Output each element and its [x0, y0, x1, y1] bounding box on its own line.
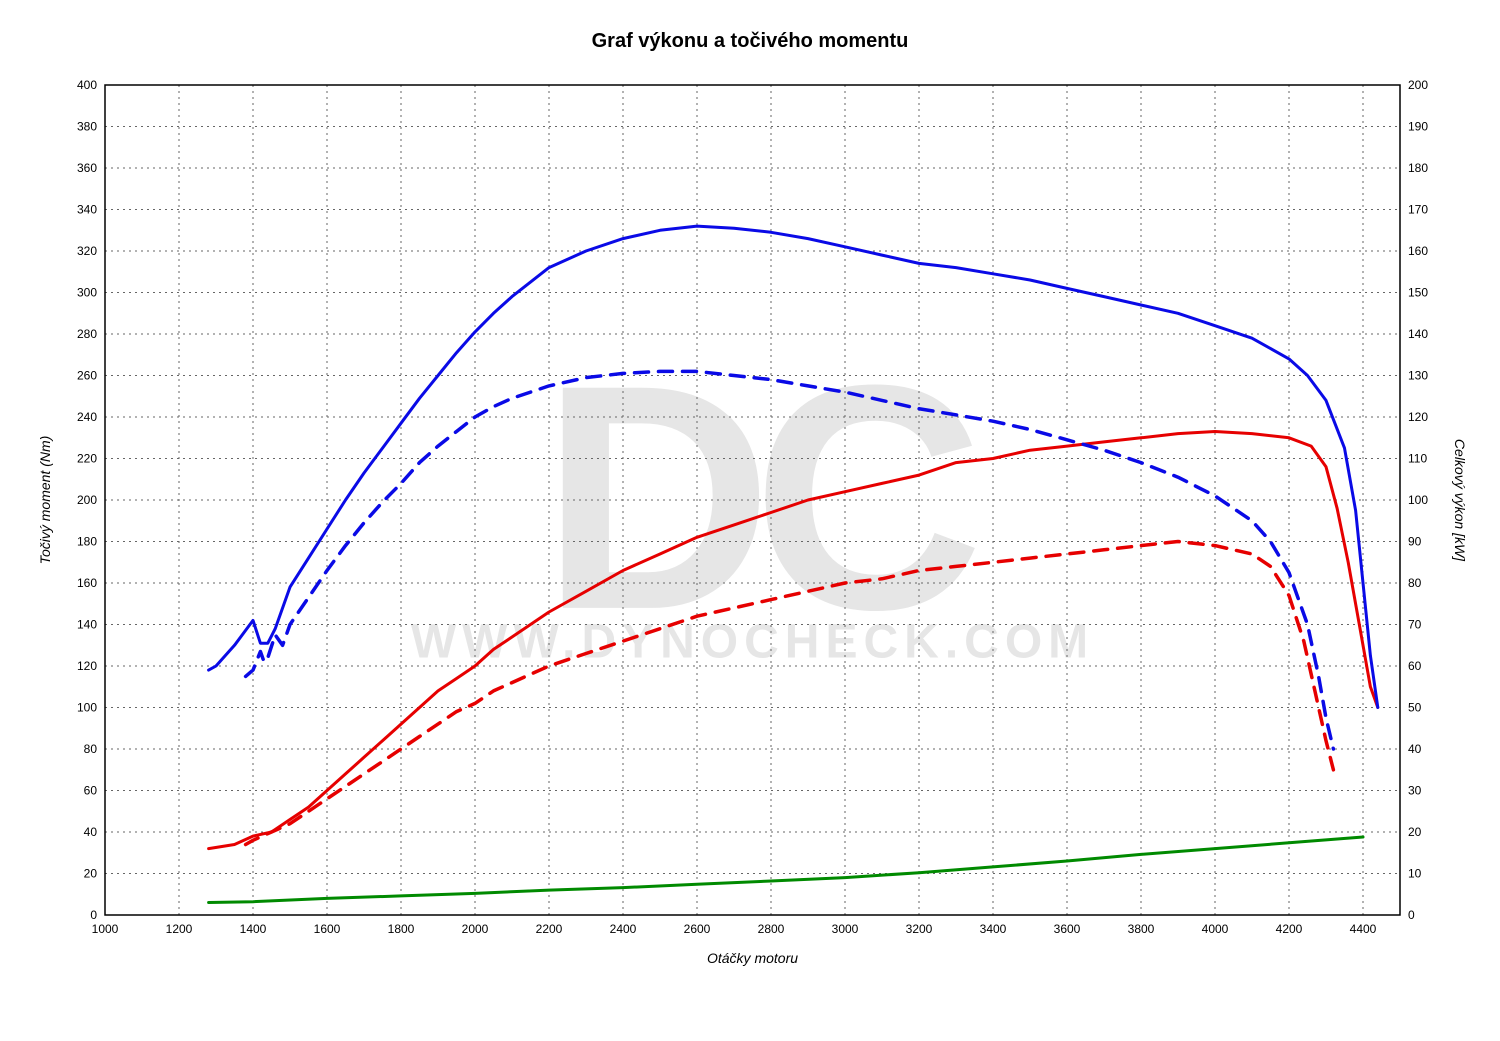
- y-right-tick-label: 130: [1408, 369, 1428, 383]
- x-axis-label: Otáčky motoru: [707, 950, 798, 966]
- y-right-tick-label: 140: [1408, 327, 1428, 341]
- y-right-tick-label: 80: [1408, 576, 1422, 590]
- x-tick-label: 2200: [536, 922, 563, 936]
- y-left-tick-label: 0: [90, 908, 97, 922]
- x-tick-label: 3000: [832, 922, 859, 936]
- y-right-tick-label: 160: [1408, 244, 1428, 258]
- y-left-tick-label: 260: [77, 369, 97, 383]
- x-tick-label: 3800: [1128, 922, 1155, 936]
- x-tick-label: 1400: [240, 922, 267, 936]
- y-right-tick-label: 170: [1408, 203, 1428, 217]
- y-right-tick-label: 150: [1408, 286, 1428, 300]
- y-right-axis-label: Celkový výkon [kW]: [1452, 439, 1468, 562]
- y-left-tick-label: 220: [77, 452, 97, 466]
- series-losses: [209, 837, 1363, 903]
- y-left-tick-label: 360: [77, 161, 97, 175]
- y-right-tick-label: 0: [1408, 908, 1415, 922]
- x-tick-label: 4400: [1350, 922, 1377, 936]
- y-right-tick-label: 30: [1408, 784, 1422, 798]
- y-right-tick-label: 10: [1408, 867, 1422, 881]
- x-tick-label: 3600: [1054, 922, 1081, 936]
- watermark: DCWWW.DYNOCHECK.COM: [411, 318, 1094, 676]
- y-left-tick-label: 140: [77, 618, 97, 632]
- y-right-tick-label: 190: [1408, 120, 1428, 134]
- y-right-tick-label: 40: [1408, 742, 1422, 756]
- y-left-tick-label: 380: [77, 120, 97, 134]
- y-right-tick-label: 200: [1408, 78, 1428, 92]
- y-left-tick-label: 40: [84, 825, 98, 839]
- x-tick-label: 4200: [1276, 922, 1303, 936]
- x-tick-label: 3200: [906, 922, 933, 936]
- x-tick-label: 3400: [980, 922, 1007, 936]
- y-left-axis-label: Točivý moment (Nm): [37, 436, 53, 565]
- y-right-tick-label: 20: [1408, 825, 1422, 839]
- y-left-tick-label: 320: [77, 244, 97, 258]
- y-left-tick-label: 80: [84, 742, 98, 756]
- y-right-tick-label: 120: [1408, 410, 1428, 424]
- y-left-tick-label: 200: [77, 493, 97, 507]
- y-left-tick-label: 160: [77, 576, 97, 590]
- y-right-tick-label: 60: [1408, 659, 1422, 673]
- y-right-tick-label: 100: [1408, 493, 1428, 507]
- y-left-tick-label: 120: [77, 659, 97, 673]
- x-tick-label: 2600: [684, 922, 711, 936]
- x-tick-label: 1600: [314, 922, 341, 936]
- y-left-tick-label: 100: [77, 701, 97, 715]
- y-right-tick-label: 50: [1408, 701, 1422, 715]
- y-left-tick-label: 180: [77, 535, 97, 549]
- y-left-tick-label: 340: [77, 203, 97, 217]
- y-left-tick-label: 300: [77, 286, 97, 300]
- svg-text:WWW.DYNOCHECK.COM: WWW.DYNOCHECK.COM: [411, 616, 1094, 669]
- y-right-tick-label: 180: [1408, 161, 1428, 175]
- chart-container: Graf výkonu a točivého momentu DCWWW.DYN…: [0, 0, 1500, 1041]
- x-tick-label: 1800: [388, 922, 415, 936]
- x-tick-label: 1000: [92, 922, 119, 936]
- y-left-tick-label: 60: [84, 784, 98, 798]
- x-tick-label: 1200: [166, 922, 193, 936]
- x-tick-label: 2000: [462, 922, 489, 936]
- y-right-tick-label: 70: [1408, 618, 1422, 632]
- y-left-tick-label: 20: [84, 867, 98, 881]
- x-tick-label: 2800: [758, 922, 785, 936]
- x-tick-label: 2400: [610, 922, 637, 936]
- y-right-tick-label: 90: [1408, 535, 1422, 549]
- x-tick-label: 4000: [1202, 922, 1229, 936]
- y-left-tick-label: 280: [77, 327, 97, 341]
- chart-svg: DCWWW.DYNOCHECK.COM100012001400160018002…: [0, 0, 1500, 1041]
- y-left-tick-label: 240: [77, 410, 97, 424]
- y-left-tick-label: 400: [77, 78, 97, 92]
- y-right-tick-label: 110: [1408, 452, 1427, 466]
